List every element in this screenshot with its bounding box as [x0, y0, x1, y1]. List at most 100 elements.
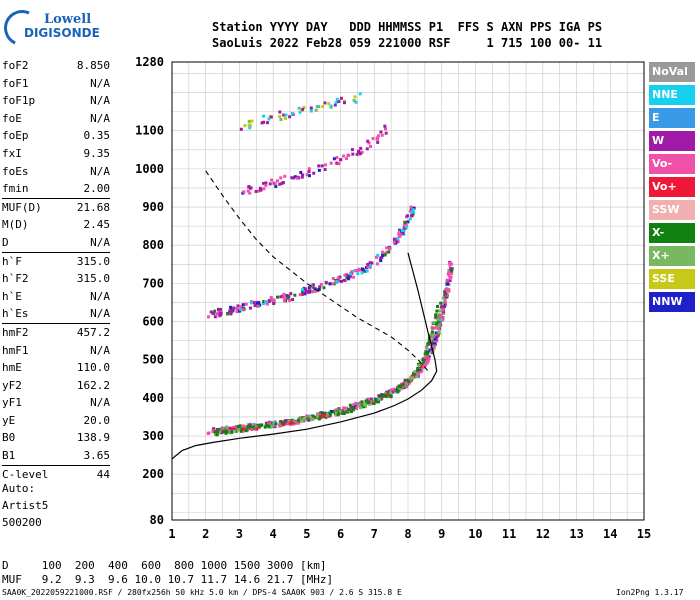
echo-point — [258, 186, 262, 190]
echo-point — [437, 320, 441, 324]
echo-point — [217, 309, 221, 313]
echo-point — [297, 421, 301, 425]
param-value: 110.0 — [76, 361, 110, 375]
echo-point — [427, 357, 431, 361]
echo-point — [337, 407, 341, 411]
echo-point — [397, 232, 401, 236]
echo-point — [253, 304, 257, 308]
x-tick-label: 11 — [502, 527, 516, 541]
autoscale-info: Auto: Artist5 500200 — [2, 480, 48, 531]
legend-item: NNW — [649, 292, 695, 312]
echo-point — [307, 170, 311, 174]
echo-point — [289, 292, 293, 296]
echo-point — [345, 275, 349, 279]
echo-point — [249, 301, 253, 305]
echo-point — [300, 289, 304, 293]
echo-point — [358, 404, 362, 408]
echo-point — [230, 309, 234, 313]
echo-point — [412, 206, 416, 210]
echo-point — [332, 282, 336, 286]
echo-point — [425, 347, 429, 351]
echo-point — [215, 430, 219, 434]
param-row: foF2 8.850 — [2, 57, 110, 75]
echo-point — [310, 418, 314, 422]
param-row: fxI 9.35 — [2, 145, 110, 163]
autoscale-line2: Artist5 — [2, 499, 49, 512]
param-value: 315.0 — [76, 254, 110, 268]
echo-point — [396, 240, 400, 244]
echo-point — [264, 183, 268, 187]
echo-point — [375, 255, 379, 259]
echo-point — [242, 427, 246, 431]
echo-point — [278, 424, 282, 428]
echo-point — [370, 261, 374, 265]
echo-point — [262, 181, 266, 185]
echo-point — [307, 174, 311, 178]
param-label: yF1 — [2, 396, 22, 410]
echo-point — [424, 363, 428, 367]
echo-point — [300, 175, 304, 179]
param-value: 20.0 — [83, 413, 111, 427]
param-label: h`F — [2, 254, 22, 268]
echo-point — [375, 137, 379, 141]
echo-point — [406, 214, 410, 218]
echo-point — [241, 424, 245, 428]
echo-point — [291, 176, 295, 180]
echo-point — [303, 292, 307, 296]
echo-point — [342, 411, 346, 415]
echo-point — [430, 344, 434, 348]
echo-point — [270, 178, 274, 182]
echo-point — [318, 416, 322, 420]
echo-point — [438, 316, 442, 320]
echo-point — [415, 371, 419, 375]
echo-point — [283, 419, 287, 423]
echo-point — [317, 412, 321, 416]
echo-point — [311, 415, 315, 419]
echo-point — [338, 409, 342, 413]
echo-point — [369, 264, 373, 268]
param-label: foE — [2, 111, 22, 125]
echo-point — [299, 170, 303, 174]
echo-point — [436, 305, 440, 309]
param-label: h`E — [2, 289, 22, 303]
echo-point — [353, 269, 357, 273]
param-value: N/A — [90, 343, 110, 357]
echo-point — [446, 272, 450, 276]
echo-point — [409, 205, 413, 209]
footer-file-info: SAA0K_2022059221000.RSF / 280fx256h 50 k… — [2, 588, 402, 597]
echo-point — [381, 253, 385, 257]
echo-point — [363, 269, 367, 273]
legend-item: SSW — [649, 200, 695, 220]
echo-point — [448, 279, 452, 283]
echo-point — [405, 385, 409, 389]
echo-point — [346, 410, 350, 414]
echo-point — [270, 424, 274, 428]
echo-point — [357, 149, 361, 153]
echo-point — [331, 282, 335, 286]
echo-point — [448, 261, 452, 265]
echo-point — [347, 153, 351, 157]
echo-point — [223, 429, 227, 433]
echo-point — [240, 427, 244, 431]
echo-point — [355, 407, 359, 411]
echo-point — [207, 315, 211, 319]
param-row: foF1 N/A — [2, 75, 110, 93]
echo-point — [416, 368, 420, 372]
param-label: MUF(D) — [2, 200, 42, 214]
echo-point — [279, 117, 283, 121]
echo-point — [436, 321, 440, 325]
echo-point — [379, 130, 383, 134]
echo-point — [342, 407, 346, 411]
param-value: 138.9 — [76, 431, 110, 445]
echo-point — [352, 275, 356, 279]
echo-point — [432, 321, 436, 325]
echo-point — [258, 303, 262, 307]
header-labels: Station YYYY DAY DDD HHMMSS P1 FFS S AXN… — [212, 20, 603, 34]
echo-point — [236, 428, 240, 432]
echo-point — [309, 109, 313, 113]
echo-point — [444, 287, 448, 291]
echo-point — [443, 301, 447, 305]
echo-point — [262, 302, 266, 306]
echo-point — [359, 406, 363, 410]
legend-item: X+ — [649, 246, 695, 266]
